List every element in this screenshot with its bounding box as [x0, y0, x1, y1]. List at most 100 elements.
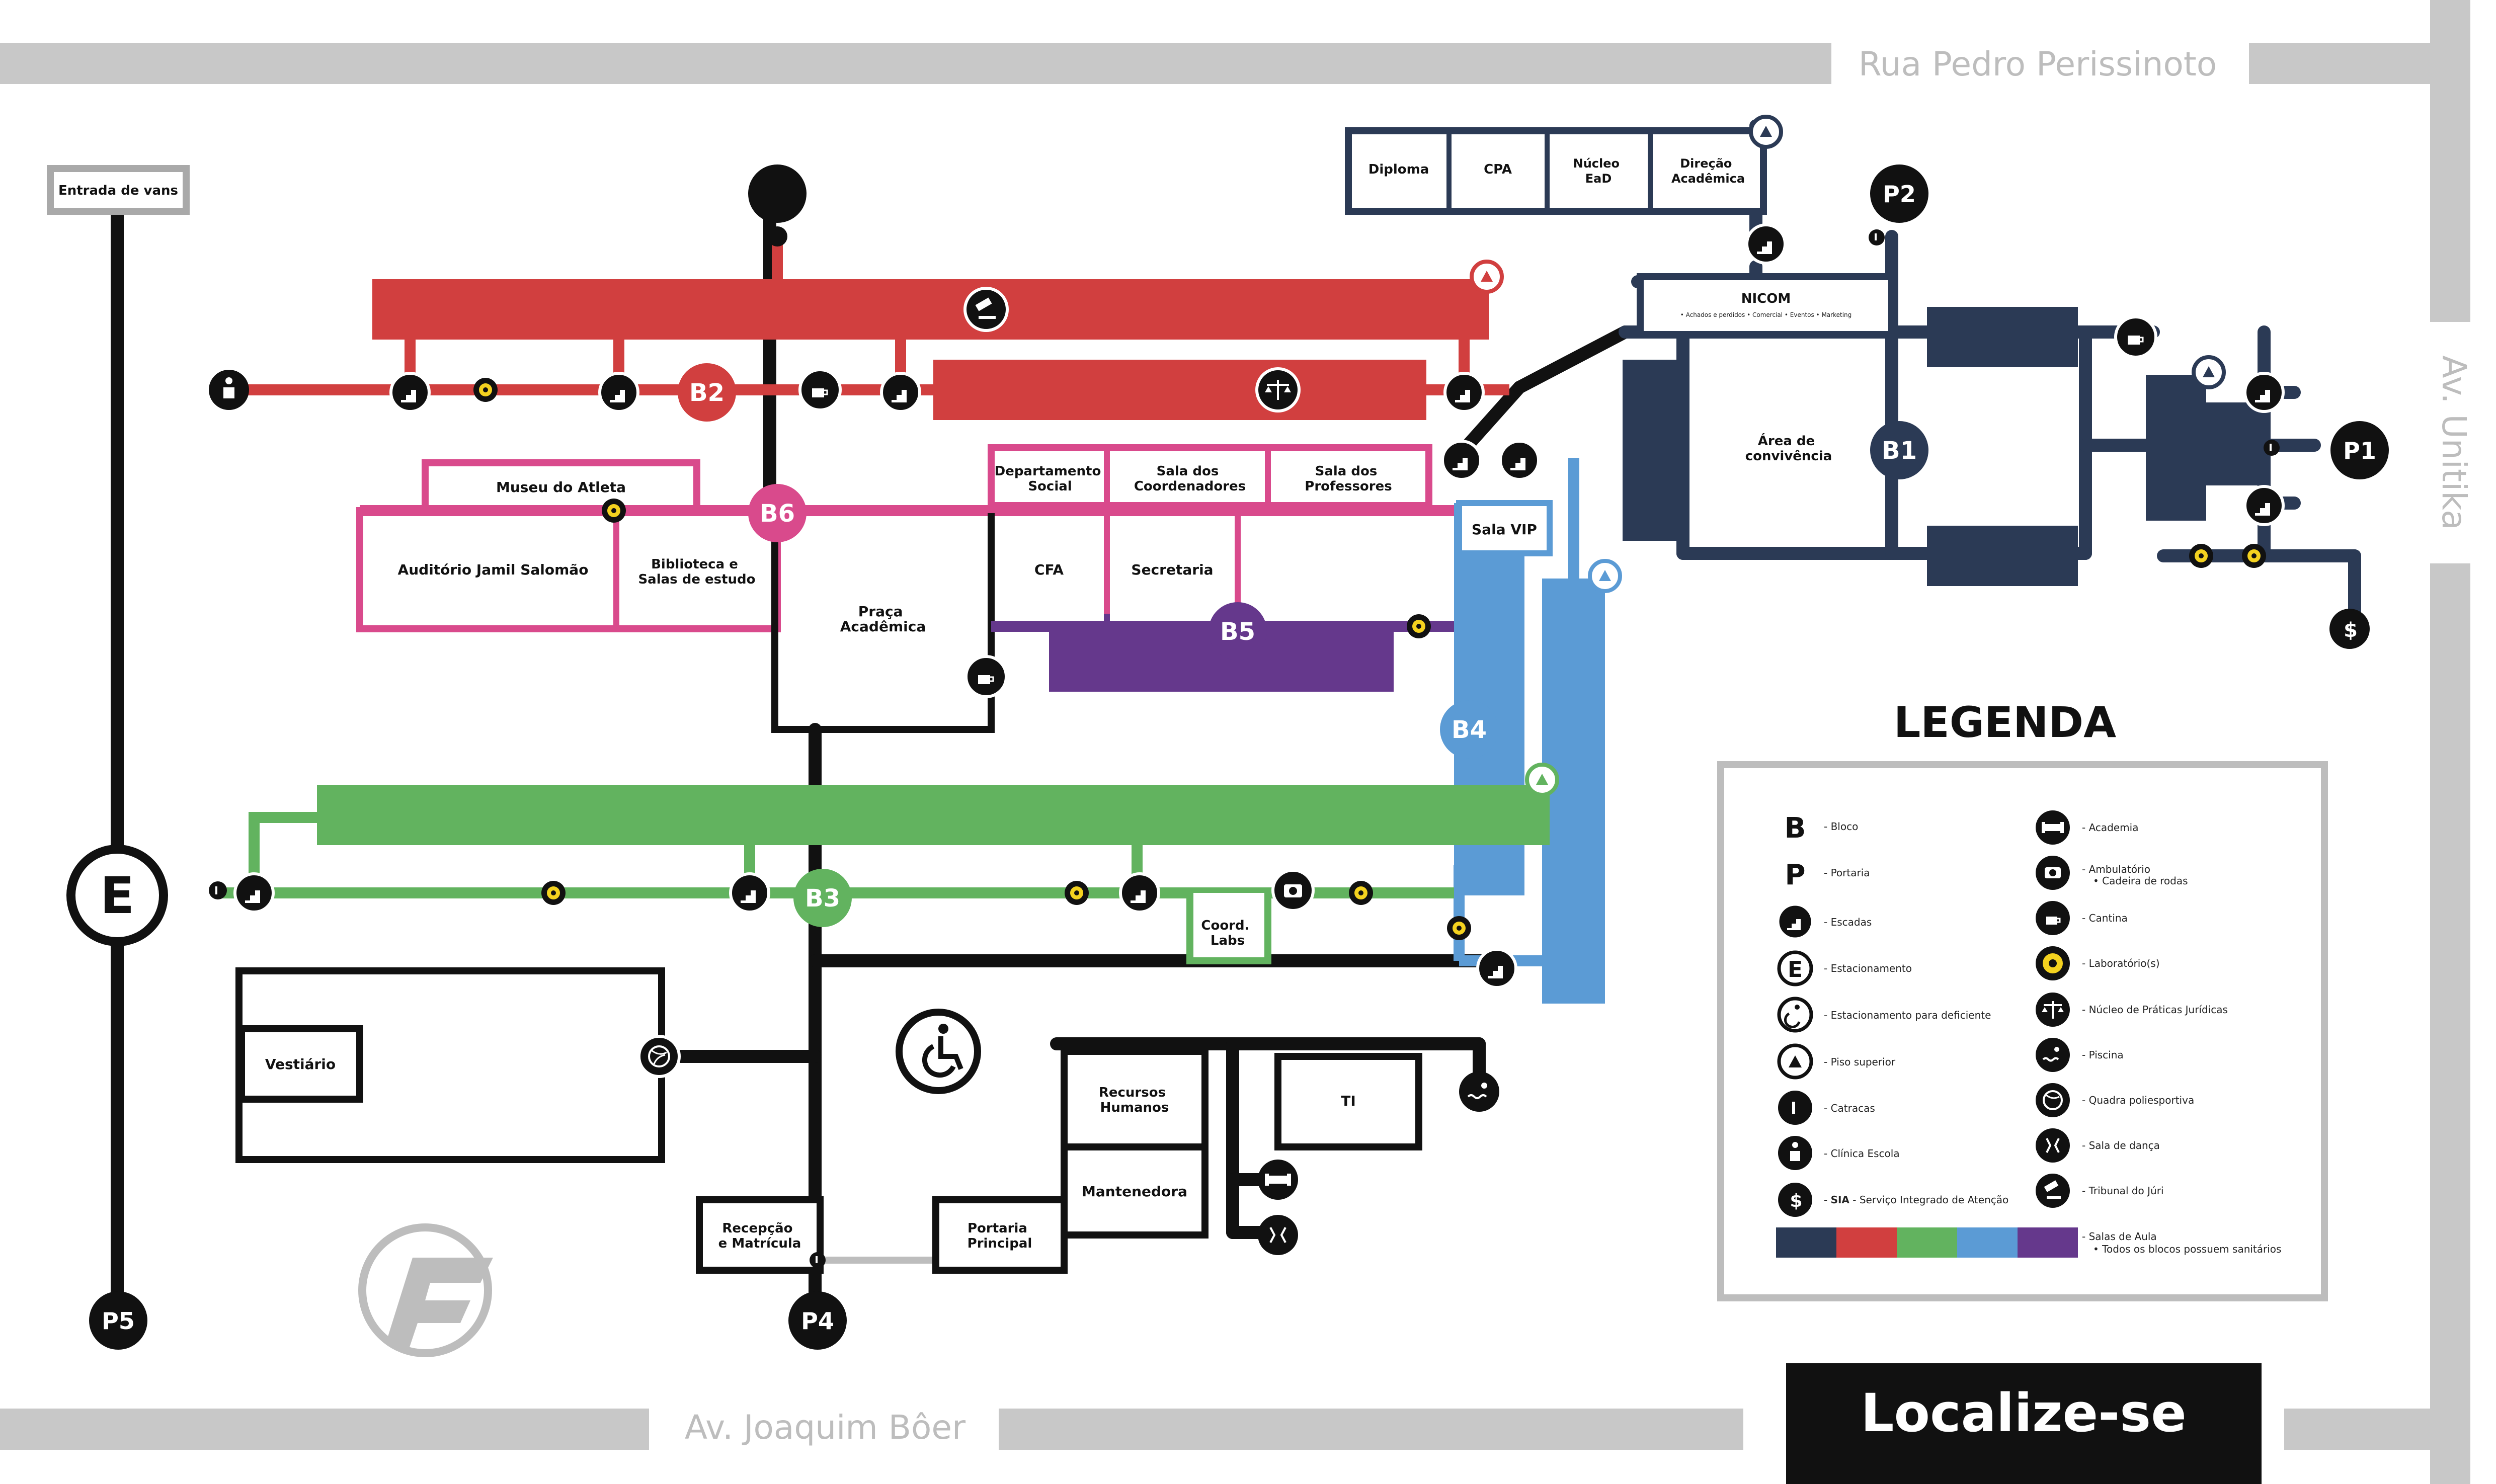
lab-icon — [602, 499, 626, 523]
room-depto-social: Departamento Social — [995, 464, 1106, 494]
room-nicom-services: • Achados e perdidos • Comercial • Event… — [1680, 311, 1852, 318]
block-b3: Coord. Labs — [216, 785, 1550, 964]
legend-sym-p: P — [1785, 859, 1805, 891]
room-recepcao-matricula: Recepção e Matrícula — [718, 1221, 801, 1251]
room-nicom: NICOM — [1741, 291, 1791, 306]
room-diploma: Diploma — [1368, 162, 1429, 177]
street-bottom-label: Av. Joaquim Bôer — [685, 1408, 966, 1447]
legend-sym-b: B — [1785, 812, 1806, 845]
sia-icon: $ — [2329, 609, 2370, 649]
room-cpa: CPA — [1484, 162, 1512, 177]
stairs-icon — [1745, 223, 1787, 265]
badge-p2: P2 — [1883, 181, 1916, 208]
room-nucleo-ead: Núcleo EaD — [1573, 156, 1624, 186]
gavel-icon — [2036, 1174, 2070, 1208]
badge-b5: B5 — [1220, 618, 1255, 646]
legend-sala-danca: - Sala de dança — [2082, 1139, 2160, 1151]
lab-icon — [1407, 614, 1431, 638]
legend-nucleo-juridico: - Núcleo de Práticas Jurídicas — [2082, 1004, 2228, 1016]
coffee-icon — [798, 368, 842, 411]
praca-academica: Praça Acadêmica — [771, 513, 995, 733]
upper-floor-icon — [1777, 1043, 1813, 1080]
legend-academia: - Academia — [2082, 821, 2138, 834]
lab-icon — [1349, 881, 1373, 905]
badge-b6: B6 — [760, 500, 795, 528]
volleyball-icon — [637, 1035, 681, 1078]
stairs-icon — [1499, 440, 1540, 481]
upper-floor-icon — [1588, 559, 1622, 593]
stairs-icons — [233, 223, 2285, 989]
dance-icon — [1258, 1215, 1298, 1255]
turnstile-icon — [1869, 229, 1885, 245]
block-b6: Museu do Atleta Auditório Jamil Salomão … — [356, 444, 1459, 632]
legend-title: LEGENDA — [1894, 698, 2116, 747]
stairs-icon — [2243, 372, 2285, 413]
fef-logo — [358, 1223, 493, 1357]
badge-p4: P4 — [801, 1307, 834, 1335]
legend-clinica-escola: - Clínica Escola — [1824, 1147, 1900, 1160]
badge-b2: B2 — [689, 379, 724, 407]
accessible-parking-icon — [896, 1009, 981, 1094]
upper-floor-icon — [1525, 763, 1559, 797]
room-vestiario: Vestiário — [265, 1056, 336, 1073]
legend-estacionamento: - Estacionamento — [1824, 962, 1912, 974]
legend-salas-aula-sub: • Todos os blocos possuem sanitários — [2093, 1243, 2281, 1255]
legend-quadra: - Quadra poliesportiva — [2082, 1094, 2194, 1106]
entrada-vans: Entrada de vans — [47, 165, 190, 215]
camera-icon — [2036, 856, 2070, 890]
badge-e-parking: E — [100, 866, 134, 925]
scales-icon — [1255, 367, 1301, 413]
lab-icon — [2242, 544, 2266, 568]
lower-rooms — [235, 967, 1422, 1274]
legend: LEGENDA B - Bloco P - Portaria - Escadas… — [1717, 698, 2328, 1301]
svg-text:E: E — [1788, 957, 1803, 982]
coffee-icon — [2114, 315, 2157, 359]
legend-piscina: - Piscina — [2082, 1049, 2124, 1061]
sia-icon: $ — [1778, 1183, 1812, 1217]
upper-floor-icon — [1470, 260, 1504, 294]
badge-b4: B4 — [1452, 716, 1487, 744]
street-top-label: Rua Pedro Perissinoto — [1859, 45, 2217, 84]
dumbbell-icon — [1258, 1160, 1298, 1200]
turnstile-icon — [2264, 440, 2280, 456]
room-area-convivencia: Área de convivência — [1745, 433, 1832, 464]
dance-icon — [2036, 1128, 2070, 1163]
stairs-icon — [1777, 903, 1814, 940]
legend-cantina: - Cantina — [2082, 912, 2128, 924]
badge-b1: B1 — [1882, 437, 1917, 465]
parking-e-icon: E — [1777, 950, 1813, 986]
legend-escadas: - Escadas — [1824, 916, 1872, 928]
stairs-icon — [2243, 485, 2285, 526]
dumbbell-icon — [2036, 810, 2070, 845]
lab-icons — [473, 378, 2266, 940]
gavel-icon — [963, 287, 1009, 332]
legend-portaria: - Portaria — [1824, 867, 1870, 879]
coffee-icon — [964, 655, 1008, 698]
clinic-icon — [1778, 1136, 1812, 1170]
legend-bloco: - Bloco — [1824, 820, 1858, 833]
accessible-parking-icon — [1777, 997, 1813, 1033]
entrada-vans-label: Entrada de vans — [58, 183, 178, 198]
legend-tribunal: - Tribunal do Júri — [2082, 1185, 2164, 1197]
scales-icon — [2036, 993, 2070, 1027]
legend-ambulatorio-sub: • Cadeira de rodas — [2093, 875, 2188, 887]
block-b1: Diploma CPA Núcleo EaD Direção Acadêmica… — [1345, 119, 2361, 635]
legend-catracas: - Catracas — [1824, 1102, 1875, 1114]
svg-text:$: $ — [2344, 619, 2358, 642]
turnstile-icon — [1778, 1091, 1812, 1125]
lab-icon — [1065, 881, 1089, 905]
room-cfa: CFA — [1034, 561, 1064, 578]
stairs-icon — [598, 372, 639, 413]
street-right-label: Av. Unitika — [2435, 355, 2473, 530]
room-sala-professores: Sala dos Professores — [1305, 464, 1392, 494]
badge-b3: B3 — [805, 884, 840, 913]
room-sala-coordenadores: Sala dos Coordenadores — [1134, 464, 1246, 494]
coffee-icon — [2036, 901, 2070, 935]
legend-piso-superior: - Piso superior — [1824, 1056, 1896, 1068]
stairs-icon — [1441, 440, 1482, 481]
room-secretaria: Secretaria — [1131, 561, 1213, 578]
classroom-swatches — [1776, 1227, 2078, 1258]
localize-banner: Localize-se — [1786, 1363, 2262, 1484]
